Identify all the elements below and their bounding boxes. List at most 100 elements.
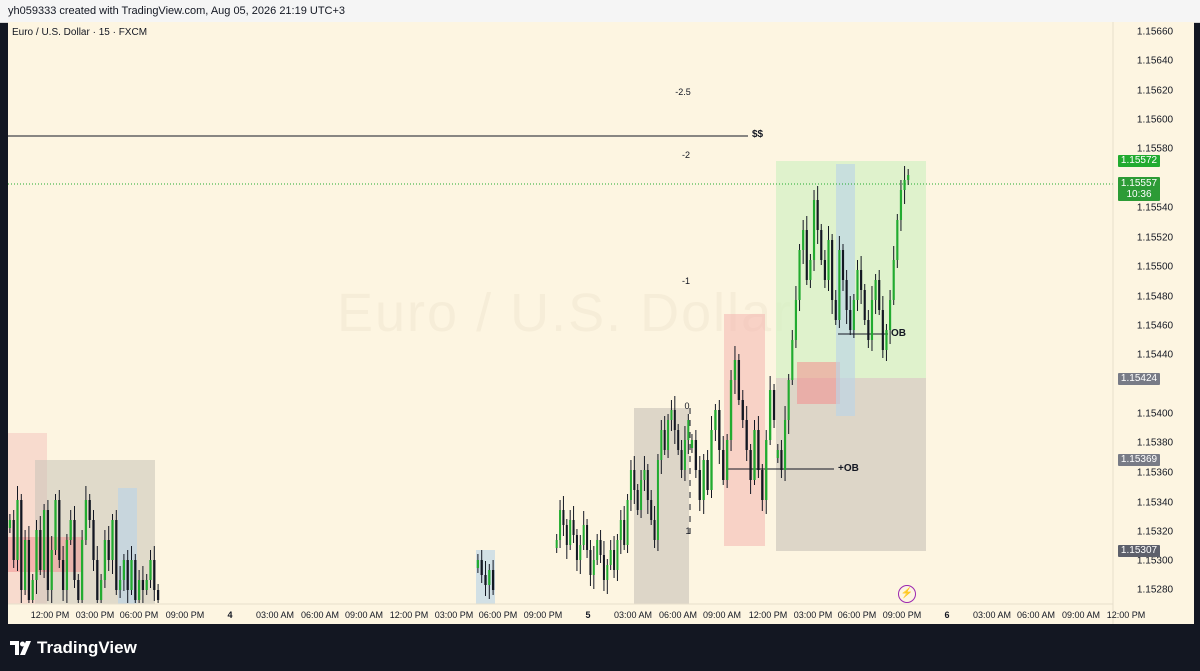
candle-body <box>718 410 721 450</box>
candle-body <box>50 550 53 590</box>
time-tick-label: 06:00 PM <box>478 610 518 620</box>
candle-body <box>606 565 609 580</box>
candle-body <box>107 540 110 560</box>
candle-body <box>838 250 841 320</box>
candle-body <box>149 560 152 580</box>
candle-body <box>156 590 160 600</box>
candle-body <box>69 520 72 540</box>
candle-body <box>73 520 76 580</box>
candle-body <box>827 240 830 280</box>
time-tick-label: 03:00 AM <box>972 610 1012 620</box>
fvg-zone-right <box>836 164 855 416</box>
candle-body <box>725 440 729 480</box>
time-tick-label: 09:00 PM <box>882 610 922 620</box>
candle-body <box>768 390 772 440</box>
time-tick-label: 09:00 PM <box>165 610 205 620</box>
time-tick-label: 03:00 PM <box>75 610 115 620</box>
candle-body <box>565 525 568 545</box>
candle-body <box>650 500 653 520</box>
time-tick-label: 03:00 PM <box>434 610 474 620</box>
candle-body <box>27 540 31 600</box>
time-tick-label: 06:00 AM <box>300 610 340 620</box>
time-tick-label: 03:00 AM <box>613 610 653 620</box>
candle-body <box>899 190 903 220</box>
candle-body <box>776 450 779 458</box>
candle-body <box>145 580 148 590</box>
candle-body <box>698 470 701 500</box>
candle-body <box>888 300 892 330</box>
candle-body <box>23 540 27 590</box>
price-tick-label: 1.15480 <box>1136 291 1174 303</box>
candle-body <box>765 440 768 500</box>
candle-body <box>663 430 666 450</box>
last-price-value: 1.15557 <box>1120 178 1158 189</box>
candle-body <box>46 510 50 590</box>
candle-body <box>88 500 91 520</box>
time-tick-label: 06:00 PM <box>119 610 159 620</box>
candle-body <box>867 320 870 340</box>
candle-body <box>761 470 764 500</box>
candle-body <box>111 520 114 560</box>
candle-body <box>892 260 895 300</box>
candle-body <box>706 460 709 490</box>
candle-body <box>575 535 578 560</box>
candle-body <box>65 540 69 590</box>
tradingview-logo-icon[interactable] <box>10 639 32 657</box>
supply-zone-left-2 <box>8 537 83 572</box>
price-tick-label: 1.15320 <box>1136 526 1174 538</box>
price-tick-label: 1.15300 <box>1136 555 1174 567</box>
time-tick-label: 03:00 AM <box>255 610 295 620</box>
tradingview-wordmark[interactable]: TradingView <box>37 638 137 657</box>
candle-body <box>714 410 717 430</box>
price-tick-label: 1.15360 <box>1136 467 1174 479</box>
candle-series <box>8 166 910 603</box>
price-badge-level: 1.15307 <box>1118 545 1160 557</box>
time-tick-label: 12:00 PM <box>1106 610 1146 620</box>
candle-body <box>694 440 698 470</box>
candle-body <box>582 525 585 545</box>
candle-body <box>907 175 910 180</box>
candle-body <box>745 420 748 450</box>
last-price-badge: 1.15557 10:36 <box>1118 177 1160 201</box>
candle-body <box>480 560 483 575</box>
candle-body <box>586 525 589 550</box>
price-tick-label: 1.15500 <box>1136 261 1174 273</box>
candle-body <box>823 260 826 280</box>
candle-body <box>61 560 65 590</box>
candle-body <box>476 560 480 568</box>
candle-body <box>137 580 141 600</box>
candle-body <box>852 300 855 330</box>
candle-body <box>805 230 808 280</box>
time-tick-label: 09:00 AM <box>1061 610 1101 620</box>
time-tick-label: 12:00 PM <box>389 610 429 620</box>
liquidity-label: $$ <box>752 129 764 140</box>
candle-body <box>809 260 812 280</box>
chart-pane[interactable] <box>8 22 1194 624</box>
candle-body <box>141 580 145 590</box>
time-tick-label: 06:00 PM <box>837 610 877 620</box>
candle-body <box>599 540 602 555</box>
lightning-icon[interactable]: ⚡ <box>898 585 916 603</box>
fib-level-label: 1 <box>685 526 691 536</box>
fib-level-label: 0 <box>684 401 690 411</box>
candle-body <box>667 420 670 450</box>
time-tick-label: 6 <box>944 610 950 620</box>
candle-body <box>683 440 686 470</box>
candle-body <box>99 580 103 600</box>
candle-body <box>96 560 99 600</box>
candle-body <box>780 450 783 470</box>
price-badge-high: 1.15572 <box>1118 155 1160 167</box>
time-tick-label: 5 <box>585 610 591 620</box>
candle-body <box>812 200 816 260</box>
candle-body <box>791 340 794 380</box>
candle-body <box>677 430 680 450</box>
candle-body <box>77 580 80 600</box>
attribution-text: yh059333 created with TradingView.com, A… <box>8 5 346 17</box>
candle-body <box>92 520 95 560</box>
candle-body <box>153 560 156 590</box>
symbol-label[interactable]: Euro / U.S. Dollar · 15 · FXCM <box>12 27 148 38</box>
fib-level-label: -2.5 <box>675 87 691 97</box>
candle-body <box>609 550 612 565</box>
candle-body <box>569 520 572 545</box>
